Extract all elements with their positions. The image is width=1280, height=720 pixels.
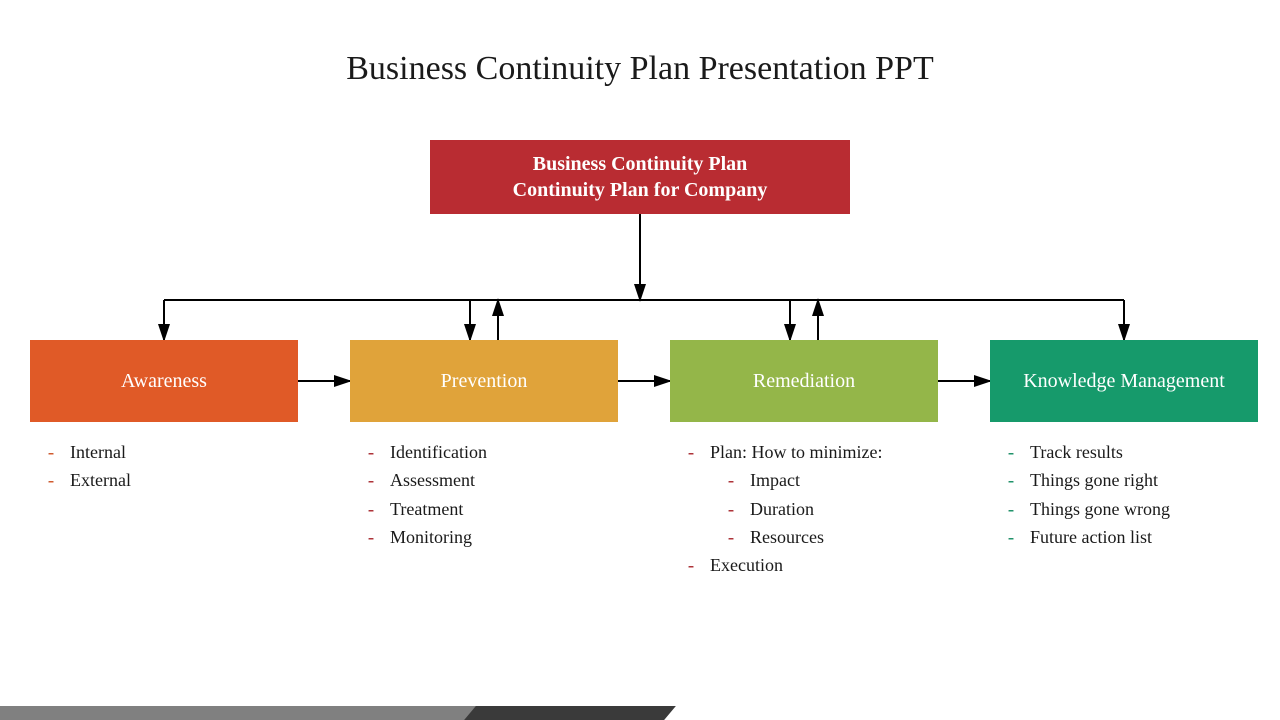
bullet-text: Things gone wrong (1030, 499, 1170, 519)
bullet-dash-icon: - (1008, 468, 1014, 492)
child-box-1: Prevention (350, 340, 618, 422)
bullet-item: -Things gone right (1008, 468, 1258, 492)
bullet-text: Execution (710, 555, 783, 575)
bullet-item: -Plan: How to minimize:-Impact-Duration-… (688, 440, 938, 549)
sub-bullet-item: -Resources (728, 525, 938, 549)
child-box-0: Awareness (30, 340, 298, 422)
diagram-area: Business Continuity Plan Continuity Plan… (0, 140, 1280, 660)
bullet-dash-icon: - (368, 440, 374, 464)
bullet-text: Future action list (1030, 527, 1152, 547)
bullet-item: -Track results (1008, 440, 1258, 464)
bullet-text: Track results (1030, 442, 1123, 462)
root-line1: Business Continuity Plan (430, 151, 850, 177)
bullet-text: Things gone right (1030, 470, 1158, 490)
root-box: Business Continuity Plan Continuity Plan… (430, 140, 850, 214)
bullet-dash-icon: - (1008, 497, 1014, 521)
bullet-dash-icon: - (48, 468, 54, 492)
bullet-item: -Things gone wrong (1008, 497, 1258, 521)
child-bullets-3: -Track results-Things gone right-Things … (990, 440, 1258, 553)
bullet-text: Impact (750, 470, 800, 490)
sub-bullet-item: -Impact (728, 468, 938, 492)
bullet-text: Assessment (390, 470, 475, 490)
page-title: Business Continuity Plan Presentation PP… (0, 0, 1280, 88)
bullet-dash-icon: - (1008, 525, 1014, 549)
bullet-text: Plan: How to minimize: (710, 442, 883, 462)
bullet-dash-icon: - (368, 497, 374, 521)
bullet-item: -Future action list (1008, 525, 1258, 549)
bullet-dash-icon: - (688, 440, 694, 464)
bullet-item: -Treatment (368, 497, 618, 521)
bullet-text: Monitoring (390, 527, 472, 547)
bullet-item: -Execution (688, 553, 938, 577)
footer-decoration (0, 706, 1280, 720)
bullet-text: Resources (750, 527, 824, 547)
child-bullets-0: -Internal-External (30, 440, 298, 497)
bullet-dash-icon: - (1008, 440, 1014, 464)
bullet-dash-icon: - (728, 468, 734, 492)
sub-bullet-item: -Duration (728, 497, 938, 521)
child-box-2: Remediation (670, 340, 938, 422)
bullet-dash-icon: - (48, 440, 54, 464)
bullet-dash-icon: - (368, 525, 374, 549)
bullet-text: Treatment (390, 499, 463, 519)
bullet-dash-icon: - (728, 525, 734, 549)
bullet-dash-icon: - (728, 497, 734, 521)
bullet-dash-icon: - (368, 468, 374, 492)
bullet-text: Internal (70, 442, 126, 462)
bullet-item: -Monitoring (368, 525, 618, 549)
bullet-text: Duration (750, 499, 814, 519)
root-line2: Continuity Plan for Company (430, 177, 850, 203)
bullet-item: -Assessment (368, 468, 618, 492)
bullet-item: -External (48, 468, 298, 492)
child-box-3: Knowledge Management (990, 340, 1258, 422)
bullet-dash-icon: - (688, 553, 694, 577)
child-bullets-2: -Plan: How to minimize:-Impact-Duration-… (670, 440, 938, 581)
bullet-item: -Identification (368, 440, 618, 464)
bullet-item: -Internal (48, 440, 298, 464)
bullet-text: External (70, 470, 131, 490)
child-bullets-1: -Identification-Assessment-Treatment-Mon… (350, 440, 618, 553)
bullet-text: Identification (390, 442, 487, 462)
